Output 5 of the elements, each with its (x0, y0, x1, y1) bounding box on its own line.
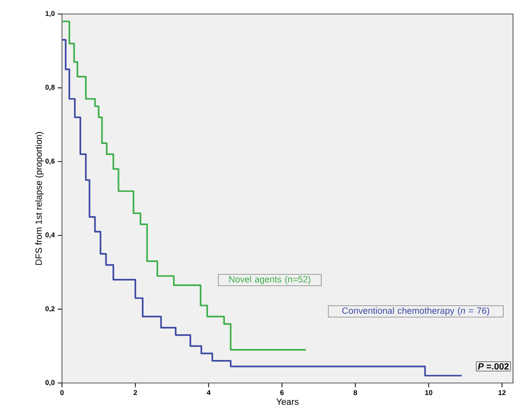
text: Novel agents (n=52) (229, 276, 310, 284)
x-axis-title: Years (276, 398, 299, 405)
y-axis-title: DFS from 1st relapse (proportion) (35, 132, 44, 265)
annotation: P =.002 (478, 363, 509, 370)
text: Conventional chemotherapy (n = 76) (342, 307, 490, 316)
